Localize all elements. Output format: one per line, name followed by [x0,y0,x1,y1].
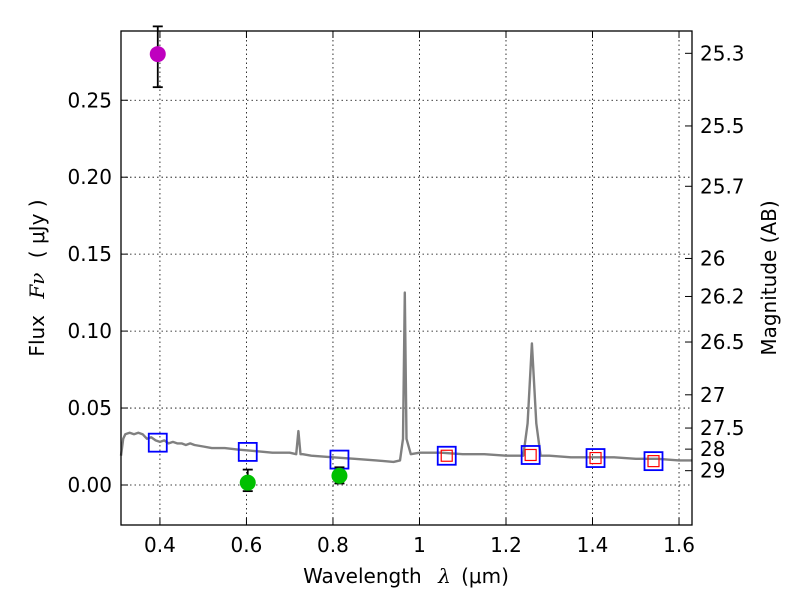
y2-tick-label: 25.5 [700,114,745,138]
y2-tick-label: 29 [700,459,725,483]
y-tick-label: 0.05 [67,396,112,420]
y2-tick-label: 26.2 [700,284,745,308]
x-axis-label-symbol: λ [437,564,451,588]
observed-point [239,474,256,491]
spectrum-line [119,291,692,464]
y-tick-label: 0.00 [67,473,112,497]
x-tick-label: 0.4 [144,533,176,557]
upper-limit-square [524,448,537,462]
upper-limit-square [440,449,453,462]
y2-tick-label: 27.5 [700,416,745,440]
y-tick-label: 0.15 [67,242,112,266]
model-photometry-square [520,445,541,465]
y-axis-label-unit: ( μJy ) [25,199,49,258]
y-tick-label: 0.25 [67,88,112,112]
model-photometry-square [237,442,258,462]
plot-frame [120,30,693,526]
y-tick-label: 0.20 [67,165,112,189]
x-tick-label: 1.6 [663,533,695,557]
upper-limit-square [647,455,660,468]
x-tick-label: 1.4 [577,533,609,557]
x-axis-label: Wavelength λ (μm) [303,564,509,588]
observed-point [331,467,348,484]
x-tick-label: 0.6 [231,533,263,557]
model-photometry-square [643,451,664,472]
x-axis-label-text: Wavelength [303,564,422,588]
grid [121,31,692,525]
model-photometry-square [147,432,168,453]
y2-tick-label: 27 [700,383,725,407]
y2-axis-label: Magnitude (AB) [757,200,781,355]
x-axis-label-unit: (μm) [461,564,509,588]
y-axis-label: Flux Fν ( μJy ) [25,199,49,356]
y-tick-label: 0.10 [67,319,112,343]
y2-tick-label: 26.5 [700,330,745,354]
x-tick-label: 1.2 [490,533,522,557]
y-axis-label-symbol: Fν [25,273,49,300]
y2-tick-label: 25.7 [700,174,745,198]
plot-area [119,25,692,493]
x-tick-label: 1 [413,533,426,557]
y2-tick-label: 26 [700,246,725,270]
y-axis-label-text: Flux [25,315,49,357]
ticks: 0.4 0.6 0.8 1 1.2 1.4 1.6 0.00 0.05 0.10 0.15 0.20 0… [67,31,745,557]
y2-tick-label: 28 [700,437,725,461]
upper-limit-square [589,451,602,465]
model-photometry-square [436,445,457,466]
x-tick-label: 0.8 [317,533,349,557]
y2-tick-label: 25.3 [700,41,745,65]
model-photometry-square [585,448,606,468]
observed-point [149,46,166,63]
